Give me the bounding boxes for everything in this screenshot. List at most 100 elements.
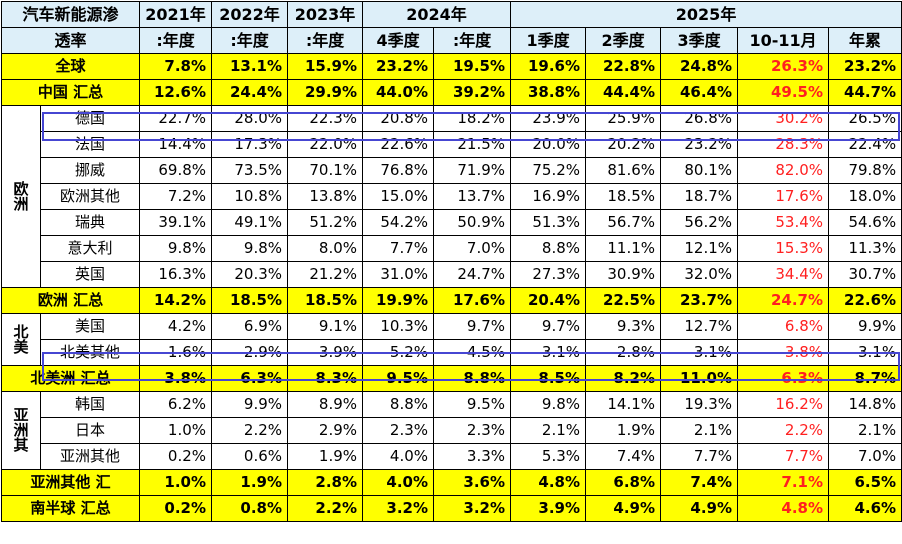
value-cell: 22.5% bbox=[585, 287, 662, 314]
value-cell: 13.7% bbox=[433, 183, 512, 210]
region-char: 北 bbox=[13, 322, 29, 341]
value-cell: 1.9% bbox=[585, 417, 662, 444]
value-cell: 18.0% bbox=[828, 183, 902, 210]
table-row: 欧洲其他 7.2% 10.8% 13.8% 15.0% 13.7% 16.9% 18.5% 18… bbox=[2, 183, 902, 210]
value-cell: 44.0% bbox=[362, 79, 435, 106]
value-cell: 3.1% bbox=[660, 339, 739, 366]
value-cell: 6.8% bbox=[737, 313, 830, 340]
value-cell: 3.8% bbox=[737, 339, 830, 366]
table-row: 英国 16.3% 20.3% 21.2% 31.0% 24.7% 27.3% 30.9% 32.… bbox=[2, 261, 902, 288]
value-cell: 7.0% bbox=[433, 235, 512, 262]
value-cell: 26.3% bbox=[737, 53, 830, 80]
value-cell: 38.8% bbox=[510, 79, 587, 106]
region-char: 其 bbox=[13, 436, 29, 454]
value-cell: 3.1% bbox=[828, 339, 902, 366]
value-cell: 1.6% bbox=[139, 339, 213, 366]
value-cell: 2.8% bbox=[585, 339, 662, 366]
value-cell: 22.0% bbox=[287, 131, 364, 158]
value-cell: 54.2% bbox=[362, 209, 435, 236]
period-header: 3季度 bbox=[660, 27, 739, 54]
value-cell: 14.8% bbox=[828, 391, 902, 418]
value-cell: 20.8% bbox=[362, 105, 435, 132]
value-cell: 4.8% bbox=[737, 495, 830, 522]
asia-total-row: 亚洲其他 汇 1.0% 1.9% 2.8% 4.0% 3.6% 4.8% 6.8% 7.4% 7.… bbox=[0, 469, 902, 496]
value-cell: 19.3% bbox=[660, 391, 739, 418]
table-row: 北美其他 1.6% 2.9% 3.9% 5.2% 4.5% 3.1% 2.8% 3.1% 3.8%… bbox=[2, 339, 902, 366]
value-cell: 73.5% bbox=[211, 157, 289, 184]
period-header: :年度 bbox=[139, 27, 213, 54]
value-cell: 4.9% bbox=[585, 495, 662, 522]
value-cell: 16.9% bbox=[510, 183, 587, 210]
value-cell: 15.3% bbox=[737, 235, 830, 262]
value-cell: 0.2% bbox=[139, 443, 213, 470]
value-cell: 0.8% bbox=[211, 495, 289, 522]
value-cell: 54.6% bbox=[828, 209, 902, 236]
value-cell: 8.9% bbox=[287, 391, 364, 418]
country-label: 挪威 bbox=[39, 157, 141, 184]
value-cell: 9.5% bbox=[433, 391, 512, 418]
value-cell: 46.4% bbox=[660, 79, 739, 106]
value-cell: 20.4% bbox=[510, 287, 587, 314]
value-cell: 3.2% bbox=[433, 495, 512, 522]
value-cell: 3.1% bbox=[510, 339, 587, 366]
region-char: 欧 bbox=[13, 179, 29, 198]
value-cell: 3.9% bbox=[287, 339, 364, 366]
country-label: 北美其他 bbox=[39, 339, 141, 366]
value-cell: 82.0% bbox=[737, 157, 830, 184]
region-char: 美 bbox=[13, 337, 29, 356]
value-cell: 24.7% bbox=[433, 261, 512, 288]
value-cell: 18.5% bbox=[211, 287, 289, 314]
value-cell: 81.6% bbox=[585, 157, 662, 184]
value-cell: 23.2% bbox=[828, 53, 902, 80]
value-cell: 39.2% bbox=[433, 79, 512, 106]
value-cell: 71.9% bbox=[433, 157, 512, 184]
value-cell: 7.4% bbox=[585, 443, 662, 470]
country-label: 美国 bbox=[39, 313, 141, 340]
period-header: :年度 bbox=[433, 27, 512, 54]
global-row: 全球 7.8% 13.1% 15.9% 23.2% 19.5% 19.6% 22.8% 24.8… bbox=[0, 53, 902, 80]
value-cell: 9.8% bbox=[139, 235, 213, 262]
value-cell: 4.8% bbox=[510, 469, 587, 496]
table-row: 日本 1.0% 2.2% 2.9% 2.3% 2.3% 2.1% 1.9% 2.1% 2.2% 2.… bbox=[2, 417, 902, 444]
value-cell: 19.5% bbox=[433, 53, 512, 80]
southern-hemisphere-total-row: 南半球 汇总 0.2% 0.8% 2.2% 3.2% 3.2% 3.9% 4.9% 4.9% 4.… bbox=[0, 495, 902, 522]
table-row: 意大利 9.8% 9.8% 8.0% 7.7% 7.0% 8.8% 11.1% 12.1% 15.… bbox=[2, 235, 902, 262]
value-cell: 23.2% bbox=[362, 53, 435, 80]
value-cell: 11.0% bbox=[660, 365, 739, 392]
value-cell: 7.2% bbox=[139, 183, 213, 210]
value-cell: 6.3% bbox=[211, 365, 289, 392]
region-asia-label: 亚洲其 bbox=[1, 391, 41, 470]
value-cell: 2.9% bbox=[211, 339, 289, 366]
value-cell: 49.5% bbox=[737, 79, 830, 106]
value-cell: 7.7% bbox=[737, 443, 830, 470]
value-cell: 44.7% bbox=[828, 79, 902, 106]
value-cell: 75.2% bbox=[510, 157, 587, 184]
value-cell: 12.7% bbox=[660, 313, 739, 340]
value-cell: 34.4% bbox=[737, 261, 830, 288]
value-cell: 3.8% bbox=[139, 365, 213, 392]
year-2023-header: 2023年 bbox=[287, 1, 364, 28]
value-cell: 22.4% bbox=[828, 131, 902, 158]
year-2024-header: 2024年 bbox=[362, 1, 512, 28]
value-cell: 14.2% bbox=[139, 287, 213, 314]
row-label: 亚洲其他 汇 bbox=[0, 469, 141, 496]
value-cell: 22.7% bbox=[139, 105, 213, 132]
value-cell: 51.3% bbox=[510, 209, 587, 236]
value-cell: 8.7% bbox=[828, 365, 902, 392]
country-label: 亚洲其他 bbox=[39, 443, 141, 470]
value-cell: 14.1% bbox=[585, 391, 662, 418]
value-cell: 9.9% bbox=[828, 313, 902, 340]
value-cell: 6.3% bbox=[737, 365, 830, 392]
value-cell: 9.8% bbox=[510, 391, 587, 418]
value-cell: 27.3% bbox=[510, 261, 587, 288]
value-cell: 25.9% bbox=[585, 105, 662, 132]
period-header: :年度 bbox=[211, 27, 289, 54]
value-cell: 28.0% bbox=[211, 105, 289, 132]
value-cell: 1.0% bbox=[139, 469, 213, 496]
row-label: 北美洲 汇总 bbox=[0, 365, 141, 392]
value-cell: 2.1% bbox=[828, 417, 902, 444]
value-cell: 7.7% bbox=[362, 235, 435, 262]
value-cell: 7.8% bbox=[139, 53, 213, 80]
table-row: 亚洲其他 0.2% 0.6% 1.9% 4.0% 3.3% 5.3% 7.4% 7.7% 7.7%… bbox=[2, 443, 902, 470]
value-cell: 20.0% bbox=[510, 131, 587, 158]
